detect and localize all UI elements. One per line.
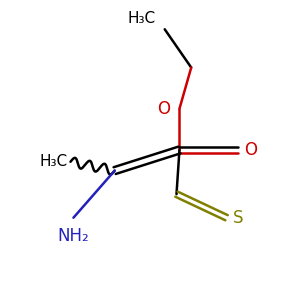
Text: S: S xyxy=(232,209,243,227)
Text: O: O xyxy=(158,100,171,118)
Text: NH₂: NH₂ xyxy=(58,226,89,244)
Text: O: O xyxy=(244,141,257,159)
Text: H₃C: H₃C xyxy=(128,11,156,26)
Text: H₃C: H₃C xyxy=(39,154,68,169)
